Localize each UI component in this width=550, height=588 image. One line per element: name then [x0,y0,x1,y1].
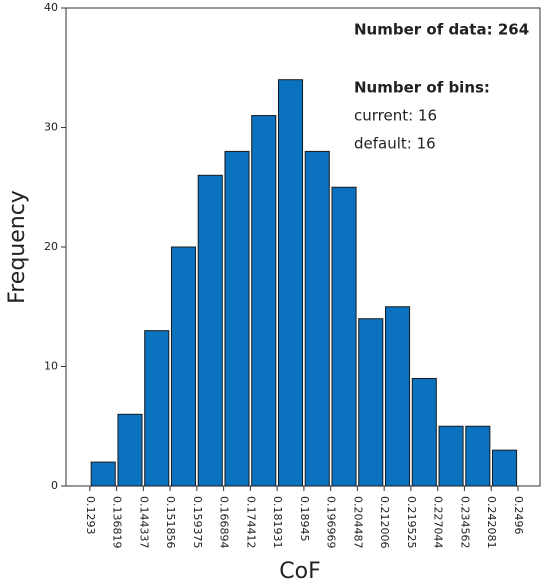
y-tick-label: 40 [44,1,58,14]
x-tick-label: 0.204487 [351,496,364,549]
bar [411,377,437,487]
bar [438,425,464,487]
x-tick-label: 0.18945 [298,496,311,542]
bar [224,150,250,487]
x-axis-label: CoF [279,559,320,584]
x-tick-label: 0.136819 [111,496,124,549]
bar [197,174,223,487]
y-tick-label: 30 [44,121,58,134]
x-tick-label: 0.196969 [325,496,338,549]
x-tick-label: 0.151856 [164,496,177,549]
x-tick-label: 0.212006 [378,496,391,549]
x-tick-label: 0.144337 [137,496,150,549]
x-tick-label: 0.2496 [512,496,525,535]
y-axis-label: Frequency [5,190,30,304]
bar [251,115,277,487]
bar [331,186,357,487]
bar [144,330,170,487]
bar [304,150,330,487]
x-tick-label: 0.219525 [405,496,418,549]
bar [170,246,197,487]
x-tick-label: 0.159375 [191,496,204,549]
bar [90,461,116,487]
x-tick-label: 0.181931 [271,496,284,549]
y-tick-label: 0 [51,479,58,492]
y-tick-label: 20 [44,240,58,253]
bar [384,306,411,487]
x-tick-label: 0.242081 [485,496,498,549]
x-tick-label: 0.1293 [84,496,97,535]
annotation: default: 16 [354,135,436,153]
bar [492,449,518,487]
x-tick-label: 0.234562 [458,496,471,549]
bar [277,79,304,487]
y-tick-label: 10 [44,360,58,373]
x-tick-label: 0.227044 [432,496,445,549]
annotation: current: 16 [354,107,437,125]
annotation: Number of data: 264 [354,21,529,39]
x-tick-label: 0.166894 [218,496,231,549]
x-tick-label: 0.174412 [244,496,257,549]
bar [358,318,384,487]
bar [117,413,143,487]
annotation: Number of bins: [354,79,490,97]
bar [465,425,491,487]
